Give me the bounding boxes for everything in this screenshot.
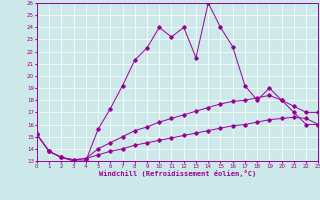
X-axis label: Windchill (Refroidissement éolien,°C): Windchill (Refroidissement éolien,°C) <box>99 170 256 177</box>
